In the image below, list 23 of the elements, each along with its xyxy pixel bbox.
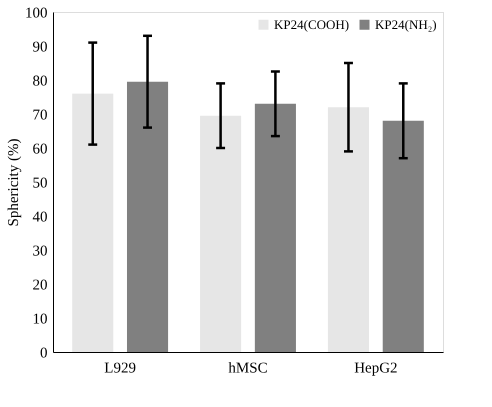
bar (254, 104, 296, 352)
y-tick-label: 50 (32, 176, 48, 192)
legend-label: KP24(COOH) (274, 16, 350, 32)
y-tick-label: 10 (32, 312, 48, 328)
bar (382, 120, 424, 352)
y-tick-label: 80 (32, 74, 48, 90)
y-tick-label: 90 (32, 40, 48, 56)
y-axis-title: Sphericity (%) (6, 138, 22, 226)
y-tick-label: 30 (32, 244, 48, 260)
bar (126, 82, 168, 352)
y-tick-label: 20 (32, 278, 48, 294)
x-tick-label: L929 (104, 360, 136, 376)
y-tick-label: 60 (32, 142, 48, 158)
x-tick-label: HepG2 (354, 360, 398, 376)
bar (72, 94, 114, 352)
y-tick-label: 0 (40, 346, 48, 362)
y-tick-label: 40 (32, 210, 48, 226)
bar (200, 116, 242, 352)
legend-label: KP24(NH₂) (375, 16, 437, 32)
x-tick-label: hMSC (228, 360, 268, 376)
y-tick-label: 70 (32, 108, 48, 124)
bar (328, 107, 370, 352)
y-tick-label: 100 (25, 6, 48, 22)
